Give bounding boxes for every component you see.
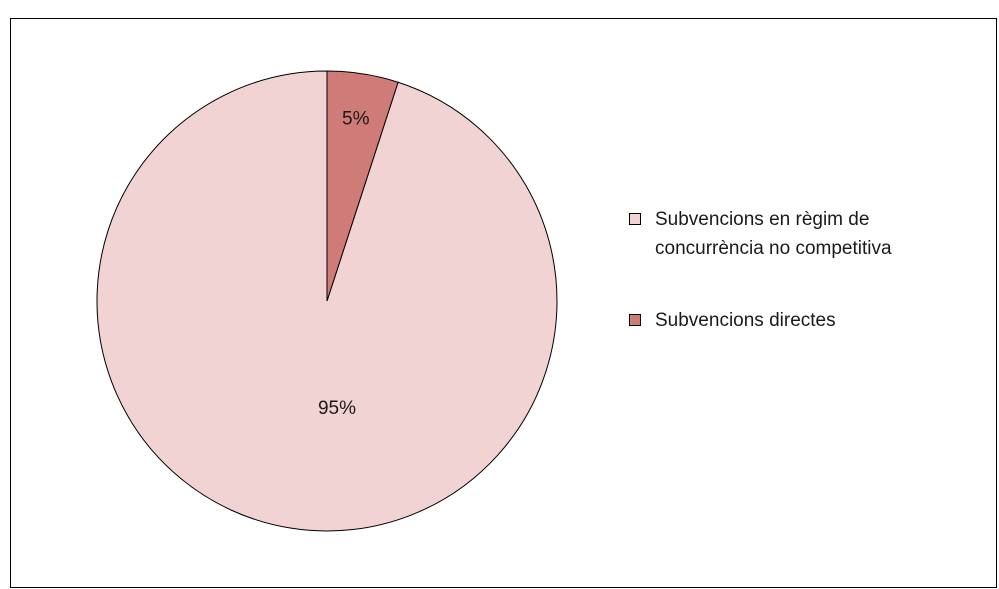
pie-slices	[96, 70, 558, 532]
legend-label: Subvencions directes	[655, 310, 836, 331]
pie-data-label-1: 5%	[342, 108, 370, 129]
pie-data-labels: 95% 5%	[318, 108, 370, 419]
legend-item-no-competitiva: Subvencions en règim de concurrència no …	[629, 205, 989, 263]
legend-swatch	[629, 314, 641, 326]
legend-swatch	[629, 213, 641, 225]
legend-label: Subvencions en règim de concurrència no …	[655, 209, 892, 259]
chart-frame: 95% 5% Subvencions en règim de concurrènc…	[10, 18, 997, 588]
pie-data-label-0: 95%	[318, 398, 356, 419]
legend: Subvencions en règim de concurrència no …	[629, 205, 989, 335]
pie-slice-1	[326, 70, 399, 302]
legend-item-directes: Subvencions directes	[629, 306, 989, 335]
pie-chart: 95% 5%	[96, 70, 558, 532]
